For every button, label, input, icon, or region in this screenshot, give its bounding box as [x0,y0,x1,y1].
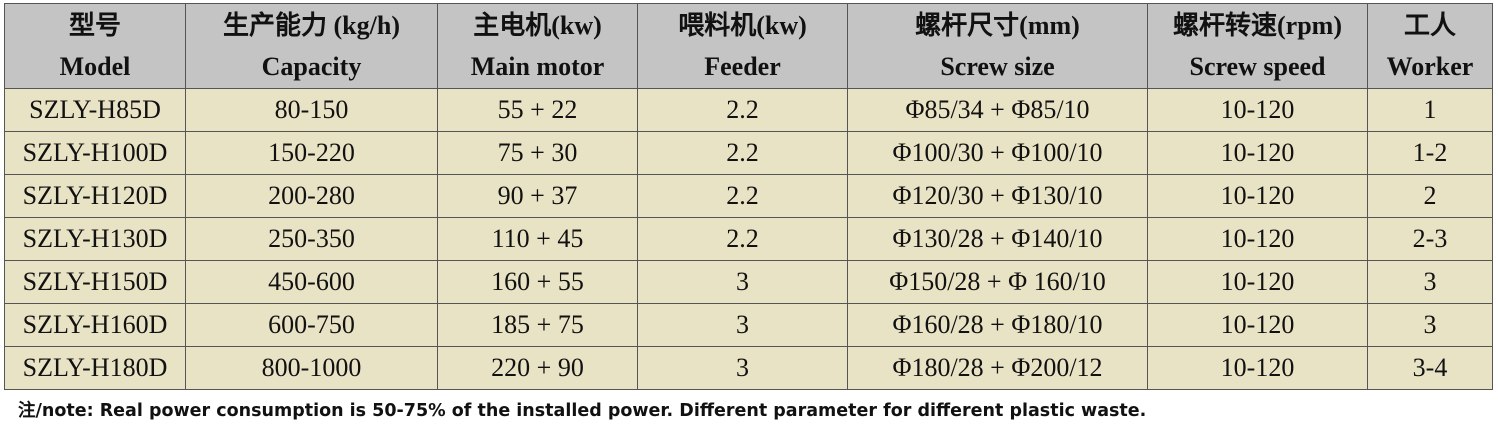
table-cell: 800-1000 [185,346,438,390]
table-row: SZLY-H130D 250-350 110 + 45 2.2 Φ130/28 + Φ1… [4,217,1493,261]
header-zh: 螺杆转速(rpm) [1173,11,1342,40]
table-cell: 1 [1367,88,1493,132]
table-cell: 75 + 30 [437,131,638,175]
table-cell: 10-120 [1147,217,1368,261]
table-cell: 200-280 [185,174,438,218]
table-cell: 3 [1367,260,1493,304]
table-cell: SZLY-H85D [4,88,186,132]
table-cell: 10-120 [1147,260,1368,304]
header-cell: 生产能力 (kg/h) Capacity [185,3,438,89]
table-cell: 55 + 22 [437,88,638,132]
table-row: SZLY-H100D 150-220 75 + 30 2.2 Φ100/30 + Φ10… [4,131,1493,175]
table-cell: 90 + 37 [437,174,638,218]
header-cell: 喂料机(kw) Feeder [637,3,848,89]
header-cell: 螺杆尺寸(mm) Screw size [847,3,1148,89]
table-cell: 2 [1367,174,1493,218]
header-zh: 喂料机(kw) [678,11,807,40]
table-cell: SZLY-H120D [4,174,186,218]
table-body: SZLY-H85D 80-150 55 + 22 2.2 Φ85/34 + Φ85/10… [4,88,1493,390]
table-cell: SZLY-H100D [4,131,186,175]
table-cell: 3 [637,260,848,304]
table-cell: Φ150/28 + Φ 160/10 [847,260,1148,304]
header-zh: 型号 [68,11,121,40]
table-cell: 10-120 [1147,131,1368,175]
table-row: SZLY-H120D 200-280 90 + 37 2.2 Φ120/30 + Φ13… [4,174,1493,218]
table-cell: 10-120 [1147,174,1368,218]
table-cell: Φ160/28 + Φ180/10 [847,303,1148,347]
table-cell: 2.2 [637,131,848,175]
table-cell: 450-600 [185,260,438,304]
table-cell: 3 [637,346,848,390]
header-zh: 螺杆尺寸(mm) [915,11,1080,40]
table-cell: SZLY-H160D [4,303,186,347]
header-row: 型号 Model 生产能力 (kg/h) Capacity 主电机(kw) Main mo… [4,3,1493,89]
table-cell: 3-4 [1367,346,1493,390]
table-cell: 600-750 [185,303,438,347]
table-cell: 2.2 [637,217,848,261]
table-cell: 185 + 75 [437,303,638,347]
table-cell: 10-120 [1147,88,1368,132]
table-cell: Φ180/28 + Φ200/12 [847,346,1148,390]
header-zh: 工人 [1403,11,1456,40]
table-cell: 250-350 [185,217,438,261]
table-cell: 80-150 [185,88,438,132]
table-cell: SZLY-H180D [4,346,186,390]
table-cell: 1-2 [1367,131,1493,175]
table-cell: Φ100/30 + Φ100/10 [847,131,1148,175]
spec-table: 型号 Model 生产能力 (kg/h) Capacity 主电机(kw) Main mo… [4,3,1493,390]
header-en: Main motor [470,52,605,81]
header-en: Capacity [261,52,362,81]
table-row: SZLY-H180D 800-1000 220 + 90 3 Φ180/28 + Φ20… [4,346,1493,390]
table-cell: SZLY-H130D [4,217,186,261]
table-cell: Φ130/28 + Φ140/10 [847,217,1148,261]
header-en: Screw size [940,52,1055,81]
table-cell: 2-3 [1367,217,1493,261]
header-en: Model [59,52,131,81]
header-en: Screw speed [1189,52,1326,81]
header-en: Feeder [704,52,781,81]
table-cell: 2.2 [637,88,848,132]
table-row: SZLY-H150D 450-600 160 + 55 3 Φ150/28 + Φ 16… [4,260,1493,304]
header-cell: 工人 Worker [1367,3,1493,89]
header-zh: 主电机(kw) [473,11,602,40]
header-cell: 主电机(kw) Main motor [437,3,638,89]
table-cell: 2.2 [637,174,848,218]
table-cell: 10-120 [1147,346,1368,390]
table-cell: 110 + 45 [437,217,638,261]
table-cell: 10-120 [1147,303,1368,347]
header-cell: 螺杆转速(rpm) Screw speed [1147,3,1368,89]
table-cell: SZLY-H150D [4,260,186,304]
table-cell: 3 [1367,303,1493,347]
table-cell: 3 [637,303,848,347]
table-cell: Φ120/30 + Φ130/10 [847,174,1148,218]
table-cell: 150-220 [185,131,438,175]
header-zh: 生产能力 (kg/h) [223,11,400,40]
header-cell: 型号 Model [4,3,186,89]
table-cell: Φ85/34 + Φ85/10 [847,88,1148,132]
note: 注/note: Real power consumption is 50-75%… [18,401,1147,421]
header-en: Worker [1386,52,1474,81]
table-row: SZLY-H85D 80-150 55 + 22 2.2 Φ85/34 + Φ85/10… [4,88,1493,132]
table-cell: 160 + 55 [437,260,638,304]
table-cell: 220 + 90 [437,346,638,390]
table-row: SZLY-H160D 600-750 185 + 75 3 Φ160/28 + Φ180… [4,303,1493,347]
